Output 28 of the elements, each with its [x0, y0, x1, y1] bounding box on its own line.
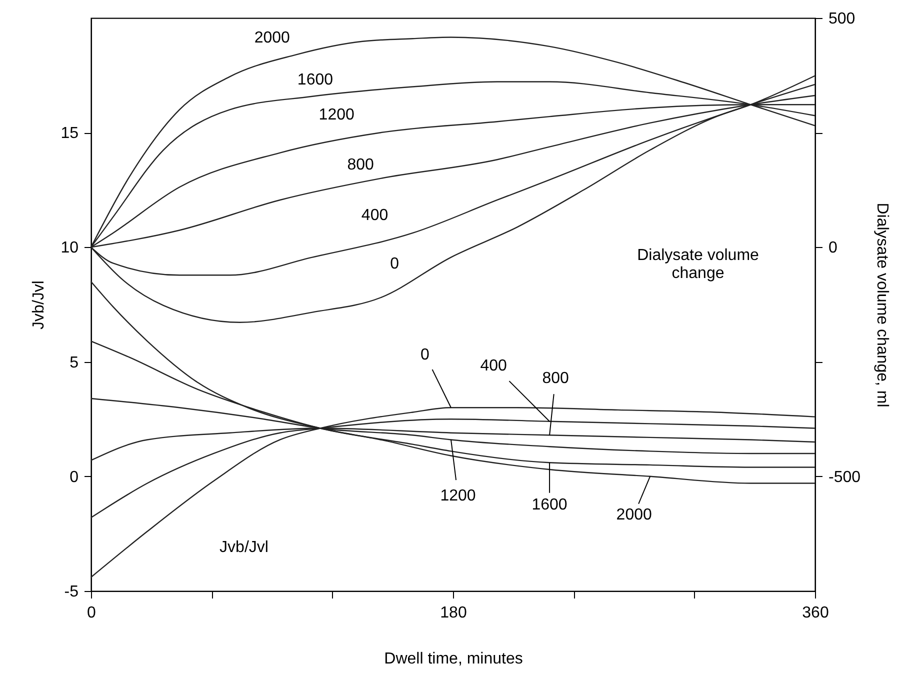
y2-tick-label: 0: [828, 240, 838, 257]
y-tick-label: 5: [70, 354, 79, 372]
annotation: Jvb/Jvl: [220, 539, 268, 556]
annotation: Dialysate volume change: [637, 247, 760, 282]
series-label: 0: [390, 256, 400, 273]
series-label: 2000: [616, 506, 652, 524]
series-label: 800: [347, 156, 374, 174]
y-tick-label: 10: [60, 240, 79, 257]
x-axis-title: Dwell time, minutes: [384, 650, 523, 668]
y-tick-label: -5: [64, 584, 79, 600]
y2-axis-title: Dialysate volume change, ml: [874, 202, 891, 408]
y-tick-label: 15: [60, 125, 79, 142]
text: 1200: [440, 488, 476, 505]
series-label: 400: [361, 206, 388, 224]
series-label: 1200: [318, 106, 354, 124]
y2-tick-label: -500: [828, 468, 861, 486]
y-tick-label: 0: [70, 468, 79, 486]
x-tick-label: 0: [87, 604, 96, 622]
text: 800: [542, 370, 569, 388]
y2-tick-label: 500: [828, 10, 856, 28]
text: 0: [420, 346, 430, 364]
x-tick-label: 360: [802, 604, 829, 622]
x-tick-label: 180: [440, 604, 467, 622]
text: 400: [480, 357, 507, 374]
series-label: 1600: [297, 71, 334, 88]
series-label: 2000: [254, 30, 290, 47]
y-axis-title: Jvb/Jvl: [30, 280, 48, 330]
text: 1600: [532, 496, 568, 514]
